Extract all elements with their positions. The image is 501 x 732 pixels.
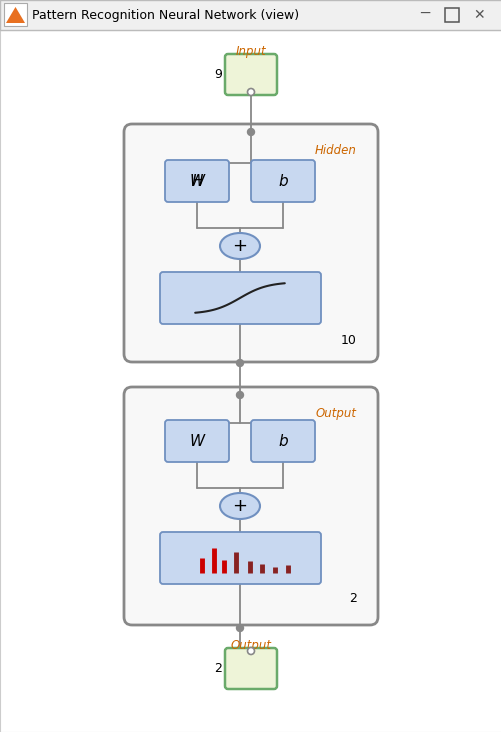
FancyBboxPatch shape — [165, 420, 228, 462]
FancyBboxPatch shape — [124, 387, 377, 625]
Ellipse shape — [219, 493, 260, 519]
Circle shape — [247, 129, 254, 135]
Bar — [444, 8, 458, 22]
Text: Pattern Recognition Neural Network (view): Pattern Recognition Neural Network (view… — [32, 9, 299, 21]
Text: H: H — [191, 173, 202, 189]
Text: 2: 2 — [214, 662, 221, 676]
Circle shape — [236, 359, 243, 367]
Text: W: W — [189, 173, 204, 189]
FancyBboxPatch shape — [224, 648, 277, 689]
Text: W: W — [189, 433, 204, 449]
Text: Hidden: Hidden — [315, 143, 356, 157]
Text: Output: Output — [230, 640, 271, 652]
FancyBboxPatch shape — [224, 54, 277, 95]
Text: 10: 10 — [341, 334, 356, 346]
Circle shape — [247, 89, 254, 95]
Text: 9: 9 — [214, 69, 221, 81]
FancyBboxPatch shape — [250, 420, 314, 462]
Circle shape — [247, 648, 254, 654]
Text: b: b — [278, 433, 287, 449]
Text: 2: 2 — [348, 591, 356, 605]
FancyBboxPatch shape — [160, 532, 320, 584]
Text: ─: ─ — [420, 6, 429, 20]
FancyBboxPatch shape — [0, 30, 501, 732]
Ellipse shape — [219, 233, 260, 259]
FancyBboxPatch shape — [4, 3, 27, 26]
Text: Input: Input — [235, 45, 266, 59]
Circle shape — [236, 624, 243, 632]
Circle shape — [236, 392, 243, 398]
Text: b: b — [278, 173, 287, 189]
FancyBboxPatch shape — [165, 160, 228, 202]
Text: ✕: ✕ — [472, 8, 484, 22]
FancyBboxPatch shape — [160, 272, 320, 324]
FancyBboxPatch shape — [250, 160, 314, 202]
Text: Output: Output — [315, 406, 356, 419]
Text: +: + — [232, 237, 247, 255]
Polygon shape — [6, 7, 25, 23]
FancyBboxPatch shape — [0, 0, 501, 30]
FancyBboxPatch shape — [124, 124, 377, 362]
Text: +: + — [232, 497, 247, 515]
